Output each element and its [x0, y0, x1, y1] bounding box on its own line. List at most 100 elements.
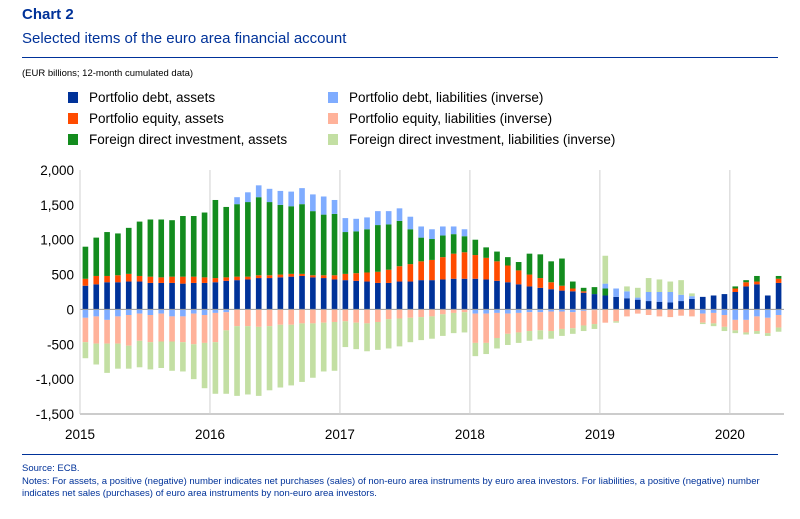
bar-segment-3-2019-01	[602, 283, 609, 289]
x-tick-label: 2017	[325, 427, 355, 442]
bar-segment-0-2019-12	[721, 294, 728, 310]
bar-segment-1-2016-09	[299, 273, 305, 276]
bar-segment-0-2018-05	[515, 284, 522, 310]
bar-segment-1-2015-04	[115, 275, 121, 283]
bar-segment-0-2018-02	[483, 279, 489, 310]
bar-segment-4-2017-06	[396, 309, 403, 319]
bar-segment-1-2015-02	[93, 275, 100, 285]
notes-text: Notes: For assets, a positive (negative)…	[22, 476, 760, 499]
bar-segment-5-2015-11	[190, 344, 197, 380]
bar-segment-0-2019-02	[613, 296, 619, 310]
bar-segment-2-2018-05	[515, 262, 522, 271]
bar-segment-5-2015-10	[180, 342, 186, 372]
bar-segment-2-2015-02	[93, 237, 100, 276]
y-tick-label: 1,000	[40, 233, 74, 248]
bar-segment-4-2016-06	[266, 309, 273, 327]
bar-segment-3-2015-10	[180, 309, 186, 317]
bar-segment-3-2019-11	[710, 309, 717, 313]
bar-segment-3-2017-11	[450, 226, 457, 235]
bar-segment-3-2016-04	[245, 192, 251, 203]
bar-segment-4-2015-02	[93, 316, 100, 344]
legend-label: Portfolio debt, liabilities (inverse)	[349, 90, 544, 105]
bar-segment-2-2018-11	[580, 287, 587, 292]
bar-segment-1-2018-02	[483, 257, 489, 280]
bar-segment-5-2017-01	[342, 321, 349, 348]
bar-segment-4-2015-09	[169, 316, 175, 342]
bar-segment-4-2016-12	[331, 309, 338, 322]
bar-segment-5-2016-01	[212, 342, 219, 394]
bar-segment-4-2017-05	[385, 309, 392, 320]
bar-segment-1-2018-07	[537, 278, 544, 288]
bar-segment-2-2020-03	[754, 275, 760, 282]
bar-segment-2-2017-08	[418, 237, 424, 262]
bar-segment-2-2015-03	[104, 232, 110, 276]
bar-segment-3-2019-09	[689, 296, 695, 299]
bar-segment-2-2018-07	[537, 254, 544, 279]
bar-segment-2-2017-05	[385, 224, 392, 270]
bar-segment-1-2016-04	[245, 276, 251, 280]
bar-segment-3-2019-07	[667, 292, 674, 303]
bar-segment-3-2017-12	[461, 229, 468, 237]
y-tick-label: -1,000	[36, 372, 74, 387]
bar-segment-4-2018-12	[591, 310, 598, 325]
bar-segment-1-2017-07	[407, 264, 414, 282]
bar-segment-0-2020-03	[754, 284, 760, 310]
bar-segment-0-2017-05	[385, 282, 392, 310]
bar-segment-4-2018-03	[494, 312, 500, 339]
bar-segment-2-2018-10	[569, 281, 576, 289]
bar-segment-0-2020-01	[732, 292, 739, 310]
bar-segment-5-2017-06	[396, 318, 403, 347]
bar-segment-2-2015-07	[147, 219, 154, 277]
bar-segment-3-2019-08	[678, 294, 684, 302]
bar-segment-0-2018-07	[537, 287, 544, 310]
bar-segment-0-2016-06	[266, 278, 273, 310]
bar-segment-0-2020-02	[743, 286, 749, 310]
legend-label: Portfolio equity, assets	[89, 111, 224, 126]
bar-segment-4-2020-02	[743, 319, 749, 333]
bar-segment-0-2019-10	[699, 296, 706, 310]
bar-segment-0-2016-11	[320, 278, 327, 310]
bar-segment-0-2019-08	[678, 301, 684, 310]
bar-segment-5-2020-03	[754, 331, 760, 334]
bar-segment-4-2016-01	[212, 312, 219, 343]
bar-segment-5-2016-08	[288, 324, 295, 386]
x-tick-label: 2020	[715, 427, 745, 442]
bar-segment-2-2016-09	[299, 204, 305, 274]
bar-segment-4-2018-07	[537, 312, 544, 331]
bars-layer	[82, 185, 782, 396]
bar-segment-4-2015-04	[115, 316, 121, 344]
bar-segment-2-2015-09	[169, 220, 175, 277]
bar-segment-0-2019-07	[667, 302, 674, 310]
chart-title: Selected items of the euro area financia…	[22, 30, 347, 47]
bar-segment-3-2016-03	[234, 197, 240, 205]
bar-segment-0-2016-01	[212, 282, 219, 310]
bar-segment-1-2015-09	[169, 276, 175, 283]
legend-swatch	[328, 92, 338, 103]
bar-segment-4-2018-02	[483, 313, 489, 343]
bar-segment-1-2016-08	[288, 273, 295, 277]
bar-segment-2-2018-02	[483, 247, 489, 258]
bar-segment-3-2017-08	[418, 226, 424, 238]
legend-item-pd-assets: Portfolio debt, assets	[68, 90, 215, 105]
legend-swatch	[68, 92, 78, 103]
bar-segment-4-2020-05	[775, 315, 782, 328]
y-tick-label: 500	[51, 268, 74, 283]
bar-segment-0-2019-01	[602, 295, 609, 310]
bar-segment-3-2017-10	[440, 226, 446, 236]
bar-segment-3-2016-07	[277, 190, 284, 205]
bar-segment-0-2018-12	[591, 294, 598, 310]
bar-segment-1-2018-08	[548, 282, 554, 290]
bar-segment-1-2018-10	[569, 288, 576, 292]
bar-segment-4-2018-04	[505, 313, 511, 334]
bar-segment-1-2017-02	[353, 273, 359, 281]
bar-segment-1-2016-05	[255, 275, 262, 279]
bar-segment-2-2017-04	[375, 225, 381, 272]
bar-segment-0-2018-08	[548, 289, 554, 310]
bar-segment-3-2015-11	[190, 309, 197, 314]
bar-segment-2-2016-11	[320, 214, 327, 276]
bar-segment-4-2019-01	[602, 309, 609, 323]
bar-segment-4-2015-06	[136, 313, 143, 341]
bar-segment-4-2019-07	[667, 309, 674, 318]
bar-segment-4-2016-11	[320, 309, 327, 323]
bar-segment-5-2018-05	[515, 332, 522, 343]
